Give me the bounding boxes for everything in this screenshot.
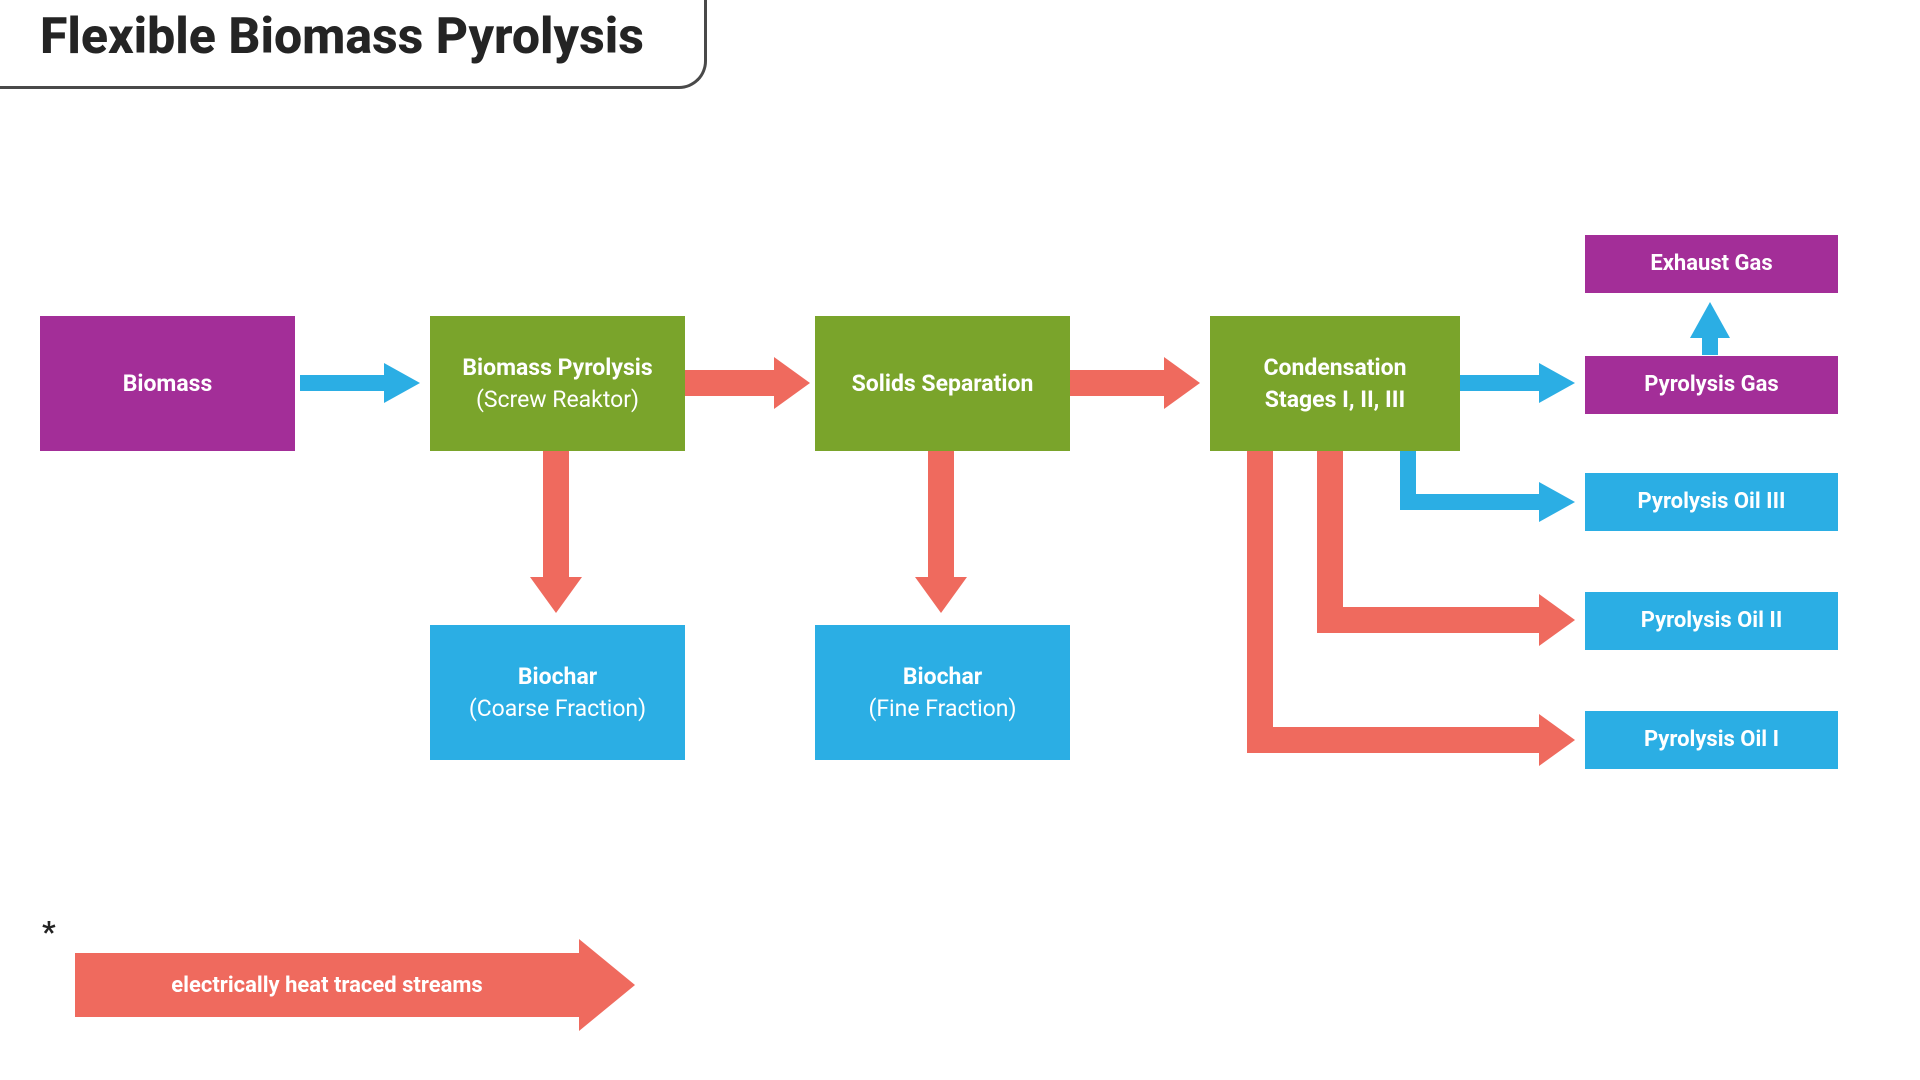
node-label: Pyrolysis Oil III (1638, 487, 1786, 517)
legend-arrow-head (579, 939, 635, 1031)
node-label: Solids Separation (852, 368, 1034, 399)
arrow-cond-to-oil2-head (1539, 594, 1575, 646)
node-label: Biomass Pyrolysis (462, 352, 652, 383)
arrow-cond-to-oil1-head (1539, 714, 1575, 766)
arrow-gas-to-exhaust-head (1690, 302, 1730, 338)
node-label: Biochar (903, 661, 982, 692)
node-condensation: CondensationStages I, II, III (1210, 316, 1460, 451)
arrow-cond-to-oil1-v (1247, 451, 1273, 753)
page-title: Flexible Biomass Pyrolysis (40, 8, 644, 66)
node-pyrolysisOil2: Pyrolysis Oil II (1585, 592, 1838, 650)
node-label: Pyrolysis Oil I (1644, 725, 1779, 755)
node-label: Biomass (123, 368, 213, 399)
arrow-gas-to-exhaust (1702, 338, 1718, 355)
node-label: Pyrolysis Oil II (1641, 606, 1783, 636)
arrow-solids-to-condensation (1070, 370, 1164, 396)
node-biocharCoarse: Biochar(Coarse Fraction) (430, 625, 685, 760)
arrow-cond-to-oil2-v (1317, 451, 1343, 633)
arrow-solids-to-condensation-head (1164, 357, 1200, 409)
node-sublabel: (Coarse Fraction) (469, 693, 646, 724)
node-sublabel: (Screw Reaktor) (476, 384, 639, 415)
title-frame: Flexible Biomass Pyrolysis (0, 0, 707, 89)
arrow-pyrolysis-to-solids-head (774, 357, 810, 409)
arrow-pyrolysis-to-biochar (543, 451, 569, 577)
arrow-biomass-to-pyrolysis-head (384, 363, 420, 403)
legend-asterisk: * (42, 915, 56, 950)
node-label: Biochar (518, 661, 597, 692)
legend-arrow-body: electrically heat traced streams (75, 953, 579, 1017)
arrow-cond-to-oil3-head (1539, 482, 1575, 522)
node-pyrolysisOil3: Pyrolysis Oil III (1585, 473, 1838, 531)
arrow-pyrolysis-to-biochar-head (530, 577, 582, 613)
arrow-cond-to-gas (1460, 375, 1539, 391)
node-pyrolysisOil1: Pyrolysis Oil I (1585, 711, 1838, 769)
node-exhaustGas: Exhaust Gas (1585, 235, 1838, 293)
node-sublabel: Stages I, II, III (1265, 384, 1405, 415)
arrow-pyrolysis-to-solids (685, 370, 774, 396)
arrow-solids-to-biochar (928, 451, 954, 577)
arrow-biomass-to-pyrolysis (300, 375, 384, 391)
node-pyrolysisGas: Pyrolysis Gas (1585, 356, 1838, 414)
node-solids: Solids Separation (815, 316, 1070, 451)
node-sublabel: (Fine Fraction) (868, 693, 1016, 724)
node-pyrolysis: Biomass Pyrolysis(Screw Reaktor) (430, 316, 685, 451)
arrow-cond-to-gas-head (1539, 363, 1575, 403)
arrow-solids-to-biochar-head (915, 577, 967, 613)
arrow-cond-to-oil1-h (1247, 727, 1539, 753)
arrow-cond-to-oil2-h (1317, 607, 1539, 633)
node-label: Condensation (1263, 352, 1406, 383)
node-biomass: Biomass (40, 316, 295, 451)
node-label: Exhaust Gas (1650, 249, 1772, 279)
arrow-cond-to-oil3-h (1400, 494, 1539, 510)
node-label: Pyrolysis Gas (1644, 370, 1778, 400)
node-biocharFine: Biochar(Fine Fraction) (815, 625, 1070, 760)
